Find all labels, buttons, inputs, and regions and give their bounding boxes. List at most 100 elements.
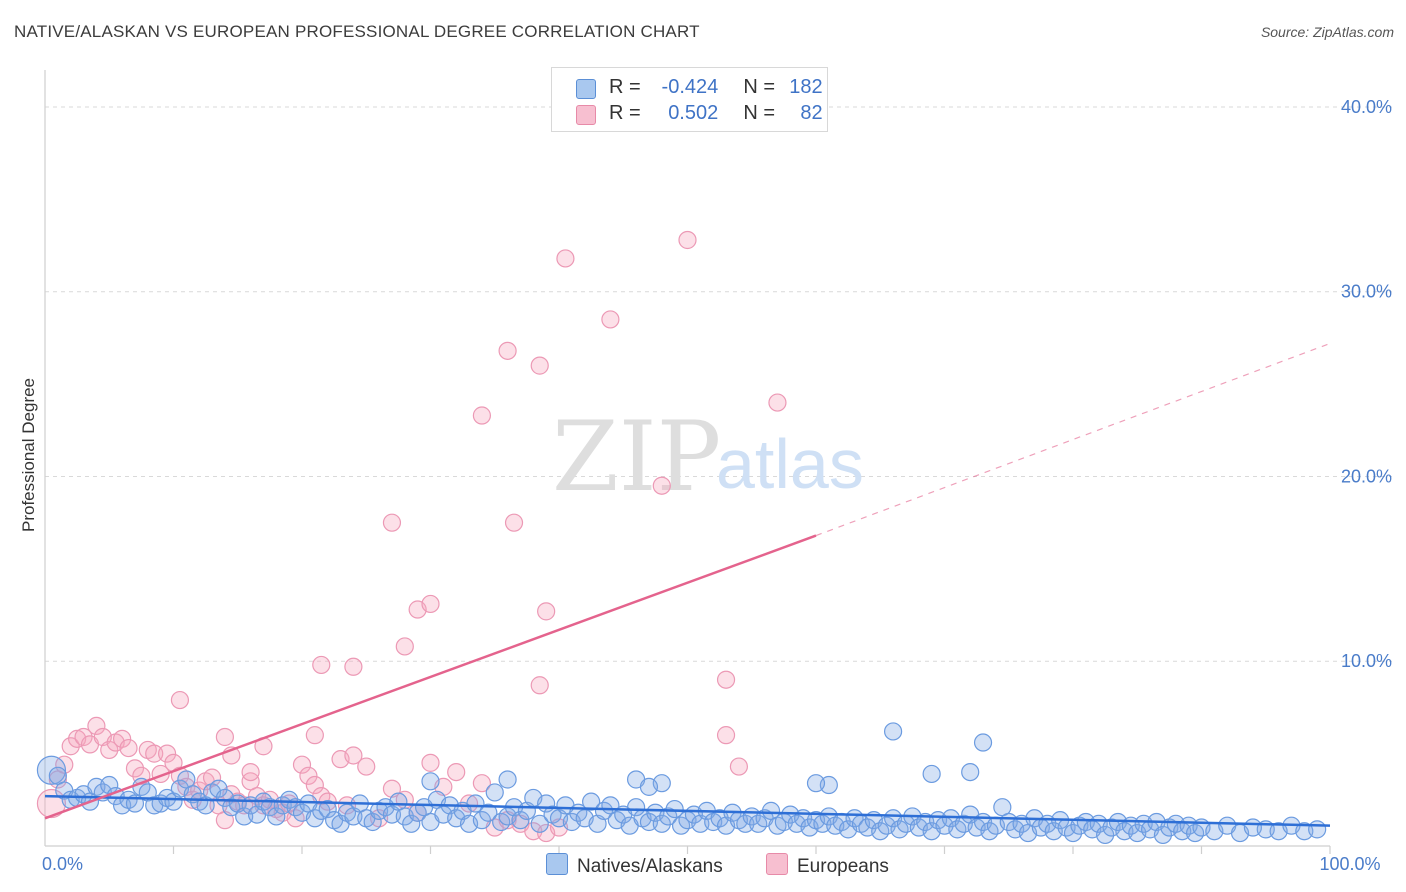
europeans-point <box>768 393 787 412</box>
natives-point <box>421 772 440 791</box>
europeans-point <box>601 310 620 329</box>
natives-point <box>665 799 684 819</box>
legend-n-value: 82 <box>800 102 823 124</box>
europeans-point <box>357 757 376 776</box>
natives-point <box>736 814 755 833</box>
y-tick-label: 40.0% <box>1341 97 1392 117</box>
legend-n-label: N = <box>743 102 776 124</box>
x-tick-label: 100.0% <box>1319 854 1380 874</box>
legend-n-value: 182 <box>789 76 823 98</box>
europeans-point <box>498 341 517 360</box>
y-tick-label: 30.0% <box>1341 282 1392 302</box>
natives-point <box>530 814 549 833</box>
legend-r-value: 0.502 <box>668 102 719 124</box>
europeans-point <box>421 753 440 772</box>
europeans-point <box>305 726 324 745</box>
natives-point <box>498 770 517 789</box>
x-tick-labels: 0.0% 100.0% <box>42 854 1381 874</box>
europeans-point <box>459 794 479 813</box>
europeans-points <box>36 230 787 843</box>
natives-point <box>318 799 337 819</box>
natives-point <box>1063 823 1083 843</box>
europeans-swatch <box>766 853 788 875</box>
europeans-point <box>241 762 260 782</box>
natives-point <box>363 812 382 832</box>
natives-point <box>582 792 601 811</box>
natives-point <box>466 794 485 813</box>
natives-point <box>402 814 421 833</box>
europeans-point <box>119 738 138 758</box>
legend-n-label: N = <box>743 76 776 98</box>
europeans-point <box>305 775 324 795</box>
x-tick-label: 0.0% <box>42 854 83 874</box>
watermark: ZIP atlas <box>552 401 864 513</box>
europeans-point <box>312 655 331 675</box>
stats-legend: R = -0.424 N = 182 R = 0.502 N = 82 <box>551 67 828 132</box>
europeans-point <box>100 740 119 760</box>
natives-points <box>36 722 1327 845</box>
natives-point <box>267 807 286 826</box>
europeans-point <box>716 670 736 689</box>
natives-point <box>626 798 646 817</box>
europeans-point <box>395 637 414 656</box>
natives-point <box>1096 825 1115 845</box>
trend-lines <box>44 342 1331 827</box>
natives-point <box>883 722 903 741</box>
europeans-point <box>87 716 106 736</box>
europeans-point <box>421 594 440 614</box>
legend-swatch-natives <box>576 79 596 99</box>
europeans-point <box>678 230 697 250</box>
natives-point <box>209 779 228 798</box>
europeans-point <box>344 746 363 765</box>
bottom-legend-europeans: Europeans <box>766 853 889 878</box>
grid-lines <box>45 106 1392 662</box>
europeans-point <box>472 774 491 793</box>
chart-title: NATIVE/ALASKAN VS EUROPEAN PROFESSIONAL … <box>14 22 700 41</box>
europeans-point <box>716 726 736 745</box>
y-tick-label: 10.0% <box>1341 651 1392 671</box>
europeans-point <box>556 249 575 268</box>
europeans-trend-extension <box>815 342 1331 537</box>
natives-point <box>472 811 491 830</box>
watermark-atlas: atlas <box>716 425 864 503</box>
natives-point <box>922 764 941 784</box>
legend-swatch-europeans <box>576 105 596 125</box>
europeans-point <box>74 727 93 747</box>
europeans-point <box>170 690 190 710</box>
europeans-trend-line <box>44 534 817 820</box>
natives-point <box>961 762 980 782</box>
natives-point <box>511 811 530 830</box>
europeans-point <box>530 356 549 375</box>
watermark-zip: ZIP <box>552 401 721 513</box>
europeans-point <box>504 513 524 532</box>
natives-point <box>280 790 299 809</box>
europeans-point <box>202 768 222 787</box>
natives-point <box>305 809 324 828</box>
europeans-point <box>215 727 234 747</box>
europeans-point <box>125 759 145 778</box>
europeans-point <box>112 729 132 748</box>
europeans-point <box>344 657 363 676</box>
y-tick-labels: 10.0% 20.0% 30.0% 40.0% <box>1341 97 1392 671</box>
europeans-point <box>61 737 80 756</box>
natives-point <box>659 807 678 826</box>
europeans-point <box>537 602 556 621</box>
natives-trend-line <box>44 794 1331 827</box>
legend-r-label: R = <box>609 76 641 98</box>
natives-point <box>973 733 993 752</box>
europeans-point <box>145 744 164 763</box>
europeans-label: Europeans <box>797 856 889 877</box>
europeans-point <box>530 676 549 695</box>
natives-point <box>806 774 826 793</box>
natives-point <box>1308 820 1327 839</box>
natives-point <box>479 803 498 822</box>
legend-r-value: -0.424 <box>661 76 719 98</box>
x-tick-marks <box>172 846 1331 854</box>
europeans-point <box>299 766 318 785</box>
legend-r-label: R = <box>609 102 641 124</box>
europeans-point <box>652 476 671 495</box>
europeans-point <box>382 513 402 532</box>
natives-point <box>485 783 504 802</box>
europeans-point <box>447 762 466 782</box>
